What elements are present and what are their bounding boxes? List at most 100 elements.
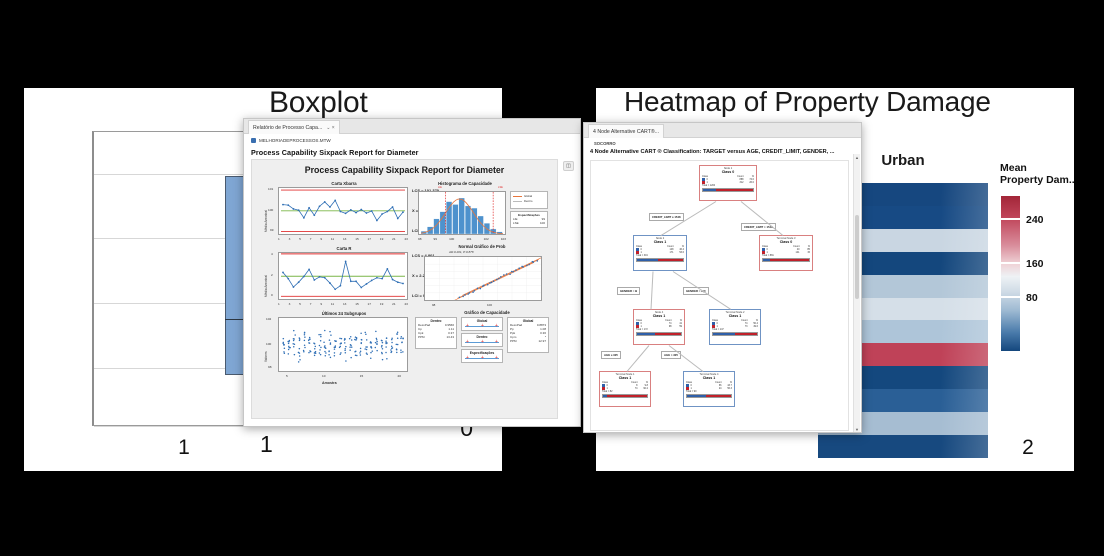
cart-tab[interactable]: 4 Node Alternative CART®... (588, 124, 665, 138)
spec-lie-value: 99 (541, 217, 545, 221)
minitab-tab-close-icon[interactable]: ⌄ × (326, 124, 335, 131)
global-r3-v: * (544, 335, 546, 339)
cart-node-bar (762, 258, 810, 263)
subgroups-xticks: 5 10 15 20 (286, 374, 401, 378)
histogram-legend: Global Dentro (510, 191, 548, 209)
dentro-r1-l: Cp (418, 327, 422, 331)
axis-tick: 19 (379, 302, 384, 306)
page-number-1: 1 (178, 436, 190, 459)
heatmap-legend-title-line1: Mean (1000, 162, 1027, 174)
cart-node-table: Class Count% 0 888 74.0 1 312 26.0 Total = 1200 (702, 174, 754, 188)
cart-node-bar (686, 394, 732, 399)
r-ytick-2: 2 (271, 273, 273, 277)
page-number-2: 2 (1022, 436, 1034, 459)
page-title: Heatmap of Property Damage (624, 88, 991, 117)
cart-node-caption: Node 4 (654, 311, 664, 314)
worksheet-icon (251, 138, 256, 143)
chevron-up-icon[interactable]: ▲ (855, 155, 859, 160)
cart-vertical-scrollbar[interactable]: ▲ ▼ (853, 154, 860, 432)
cart-split-label: AGE ≤ 325 (601, 351, 621, 359)
heatmap-legend-tick-80: 80 (1026, 292, 1038, 304)
r-ytick-0: 0 (271, 293, 273, 297)
cart-split-label: GENDER = B (617, 287, 641, 295)
cart-node-table: Class Count% 0 40 85 1 141 15 Total = 881 (762, 244, 810, 258)
cart-window[interactable]: 4 Node Alternative CART®... SOCORRO 4 No… (583, 122, 862, 433)
cart-node-class: Class 1 (702, 376, 716, 381)
axis-tick: 5 (299, 302, 301, 306)
legend-series-global: Global (524, 194, 533, 198)
heatmap-column-urban: Urban (881, 152, 925, 169)
spec-lie-label: LIE (513, 217, 518, 221)
axis-tick: 17 (367, 237, 371, 241)
global-r3-l: Cpm (510, 335, 517, 339)
cart-node-caption: Terminal Node 1 (615, 373, 635, 376)
cart-tabbar: 4 Node Alternative CART®... (584, 123, 861, 138)
boxplot-xtick-1: 1 (260, 431, 273, 457)
cart-node: Node 1 Class 0 Class Count% 0 888 74.0 1 312 26.0… (699, 165, 757, 201)
minitab-tab-label: Relatório de Processo Capa... (253, 124, 323, 131)
expand-icon[interactable]: ◫ (563, 161, 574, 171)
minitab-tabbar: Relatório de Processo Capa... ⌄ × (244, 119, 580, 134)
xbar-ytick-99: 99 (270, 228, 274, 232)
chevron-down-icon[interactable]: ▼ (855, 427, 859, 432)
dentro-r2-l: Cpk (418, 331, 424, 335)
r-chart-title: Carta R (336, 246, 352, 251)
cart-node-bar (712, 332, 758, 337)
histogram-xticks: 98 99 100 101 102 103 (418, 237, 506, 241)
probplot-title: Normal Gráfico de Prob (458, 244, 506, 249)
spec-legend: Especificações LIE 99 LSE 100 (510, 211, 548, 228)
axis-tick: 101 (466, 237, 472, 241)
cart-heading: 4 Node Alternative CART ® Classification… (590, 149, 835, 155)
minitab-tab[interactable]: Relatório de Processo Capa... ⌄ × (248, 120, 340, 134)
axis-tick: 15 (355, 302, 359, 306)
cart-node-bar (702, 188, 754, 193)
page-title: Boxplot (269, 88, 368, 119)
dentro-r1-v: 1.11 (448, 327, 454, 331)
spec-lse-value: 100 (539, 221, 545, 225)
cart-split-label: CREDIT_LIMIT > 1548 (741, 223, 776, 231)
minitab-report-card: Process Capability Sixpack Report for Di… (251, 159, 558, 419)
axis-tick: 102 (483, 237, 489, 241)
axis-tick: 21 (392, 302, 396, 306)
cart-node-class: Class 0 (779, 240, 793, 245)
cart-node: Terminal Node 4 Class 1 Class Count% 0 66 43.7… (683, 371, 735, 407)
cart-node: Terminal Node 2 Class 1 Class Count% 0 74 50.4… (709, 309, 761, 345)
global-r4-l: PPM (510, 339, 517, 343)
axis-tick: 7 (309, 237, 312, 241)
histogram-plot-area (418, 191, 506, 235)
heatmap-colorbar (1001, 196, 1020, 351)
spec-lse-label: LSE (513, 221, 519, 225)
xbar-ytick-101: 101 (268, 187, 274, 191)
minitab-window[interactable]: Relatório de Processo Capa... ⌄ × MELHOR… (243, 118, 581, 427)
scroll-thumb[interactable] (855, 215, 859, 300)
heatmap-cell (818, 434, 988, 458)
probplot-plot-area (424, 256, 542, 301)
dentro-r3-l: PPM (418, 335, 425, 339)
cart-node-caption: Node 2 (655, 237, 665, 240)
xbar-ylabel: Média Amostral (264, 210, 268, 232)
cart-node-bar (602, 394, 648, 399)
axis-tick: 98 (418, 237, 422, 241)
cart-node-class: Class 1 (728, 314, 742, 319)
dentro-r2-v: 0.37 (448, 331, 454, 335)
xbar-plot-area (278, 187, 408, 235)
capability-title: Gráfico de Capacidade (464, 310, 510, 315)
axis-tick: 19 (379, 237, 384, 241)
axis-tick: 15 (359, 374, 364, 378)
cart-node-table: Class Count% 0 8 9.8 1 74 90.2 Total = 82 (602, 380, 648, 394)
cart-tab-label: 4 Node Alternative CART®... (593, 128, 660, 135)
r-ucl-label: LCS = 4.801 (412, 253, 435, 258)
axis-tick: 15 (355, 237, 359, 241)
dentro-r0-l: DesvPad (418, 323, 431, 327)
cart-node-caption: Terminal Node 2 (725, 311, 745, 314)
cart-node-table: Class Count% 0 148 46.4 1 171 53.6 Total = 319 (636, 244, 684, 258)
cart-node-table: Class Count% 0 74 41 1 98 59 Total = 172 (636, 318, 682, 332)
subgroups-title: Últimos 24 Subgrupos (321, 311, 367, 316)
minitab-heading: Process Capability Sixpack Report for Di… (251, 148, 419, 157)
capability-dentro-box: Dentro DesvPad 0.9566 Cp 1.11 Cpk 0.37 PPM 1… (415, 317, 457, 349)
probplot-subtitle: AD:0.201, P:0.878 (449, 250, 474, 254)
axis-tick: 17 (367, 302, 371, 306)
xbar-ucl-label: LCS = 101.370 (412, 188, 439, 193)
axis-tick: 100 (449, 237, 455, 241)
cart-node: Terminal Node 3 Class 0 Class Count% 0 40 85 1 1… (759, 235, 813, 271)
